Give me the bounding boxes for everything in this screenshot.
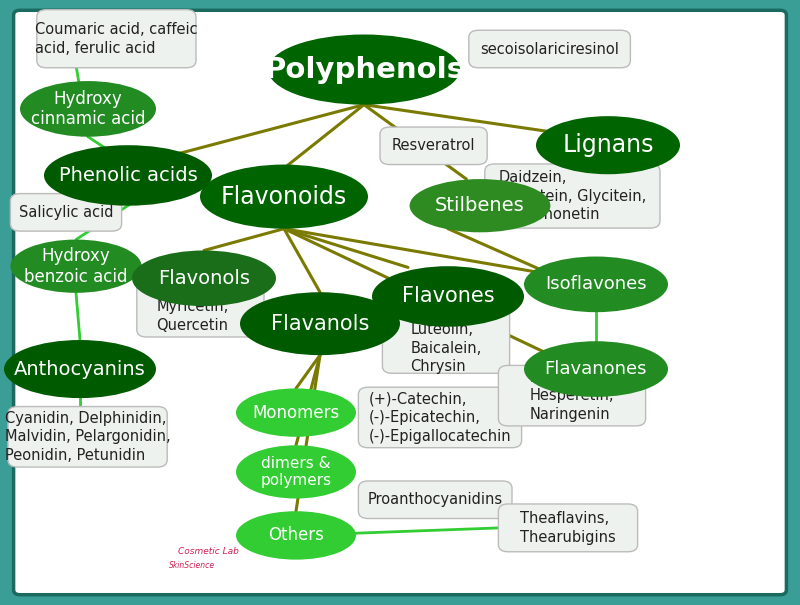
FancyBboxPatch shape: [137, 276, 264, 337]
Text: Coumaric acid, caffeic
acid, ferulic acid: Coumaric acid, caffeic acid, ferulic aci…: [35, 22, 198, 56]
Text: Hydroxy
cinnamic acid: Hydroxy cinnamic acid: [30, 90, 146, 128]
Text: (+)-Catechin,
(-)-Epicatechin,
(-)-Epigallocatechin: (+)-Catechin, (-)-Epicatechin, (-)-Epiga…: [369, 391, 511, 443]
Ellipse shape: [200, 165, 368, 229]
Ellipse shape: [268, 34, 460, 105]
Text: Monomers: Monomers: [252, 404, 340, 422]
Ellipse shape: [536, 116, 680, 174]
Text: Flavanones: Flavanones: [545, 360, 647, 378]
FancyBboxPatch shape: [380, 127, 487, 165]
Ellipse shape: [524, 341, 668, 397]
FancyBboxPatch shape: [8, 407, 167, 467]
Text: Polyphenols: Polyphenols: [264, 56, 464, 83]
Text: Daidzein,
Genistein, Glycitein,
Formononetin: Daidzein, Genistein, Glycitein, Formonon…: [498, 170, 646, 222]
FancyBboxPatch shape: [358, 481, 512, 518]
FancyBboxPatch shape: [10, 194, 122, 231]
FancyBboxPatch shape: [469, 30, 630, 68]
Text: dimers &
polymers: dimers & polymers: [261, 456, 331, 488]
Text: Cyanidin, Delphinidin,
Malvidin, Pelargonidin,
Peonidin, Petunidin: Cyanidin, Delphinidin, Malvidin, Pelargo…: [5, 411, 170, 463]
Text: Flavones: Flavones: [402, 286, 494, 307]
Ellipse shape: [410, 179, 550, 232]
Ellipse shape: [10, 240, 142, 293]
FancyBboxPatch shape: [498, 365, 646, 426]
Text: Others: Others: [268, 526, 324, 544]
Text: SkinScience: SkinScience: [169, 561, 215, 569]
Text: Lignans: Lignans: [562, 133, 654, 157]
Text: Salicylic acid: Salicylic acid: [18, 205, 114, 220]
Ellipse shape: [236, 445, 356, 499]
FancyBboxPatch shape: [358, 387, 522, 448]
Ellipse shape: [44, 145, 212, 206]
Text: Apigenin,
Luteolin,
Baicalein,
Chrysin: Apigenin, Luteolin, Baicalein, Chrysin: [410, 303, 482, 374]
FancyBboxPatch shape: [382, 304, 510, 373]
Ellipse shape: [372, 266, 524, 327]
Text: Phenolic acids: Phenolic acids: [58, 166, 198, 185]
Text: Eriodictyol,
Hesperetin,
Naringenin: Eriodictyol, Hesperetin, Naringenin: [530, 370, 614, 422]
Ellipse shape: [132, 250, 276, 306]
Ellipse shape: [20, 81, 156, 137]
Text: Isoflavones: Isoflavones: [545, 275, 647, 293]
FancyBboxPatch shape: [498, 504, 638, 552]
Text: Theaflavins,
Thearubigins: Theaflavins, Thearubigins: [520, 511, 616, 544]
Ellipse shape: [236, 511, 356, 560]
Ellipse shape: [236, 388, 356, 437]
Text: Flavanols: Flavanols: [271, 313, 369, 334]
Text: Resveratrol: Resveratrol: [392, 139, 475, 153]
Text: Kaempferol,
Myricetin,
Quercetin: Kaempferol, Myricetin, Quercetin: [156, 281, 245, 333]
Text: Flavonols: Flavonols: [158, 269, 250, 288]
Ellipse shape: [240, 292, 400, 355]
Text: secoisolariciresinol: secoisolariciresinol: [480, 42, 619, 56]
Text: Anthocyanins: Anthocyanins: [14, 359, 146, 379]
Text: Hydroxy
benzoic acid: Hydroxy benzoic acid: [24, 247, 128, 286]
Ellipse shape: [4, 340, 156, 398]
FancyBboxPatch shape: [485, 164, 660, 228]
FancyBboxPatch shape: [14, 10, 786, 595]
Text: Stilbenes: Stilbenes: [435, 196, 525, 215]
FancyBboxPatch shape: [37, 10, 196, 68]
Text: Cosmetic Lab: Cosmetic Lab: [178, 548, 238, 556]
Text: Flavonoids: Flavonoids: [221, 185, 347, 209]
Ellipse shape: [524, 257, 668, 312]
Text: Proanthocyanidins: Proanthocyanidins: [368, 492, 502, 507]
